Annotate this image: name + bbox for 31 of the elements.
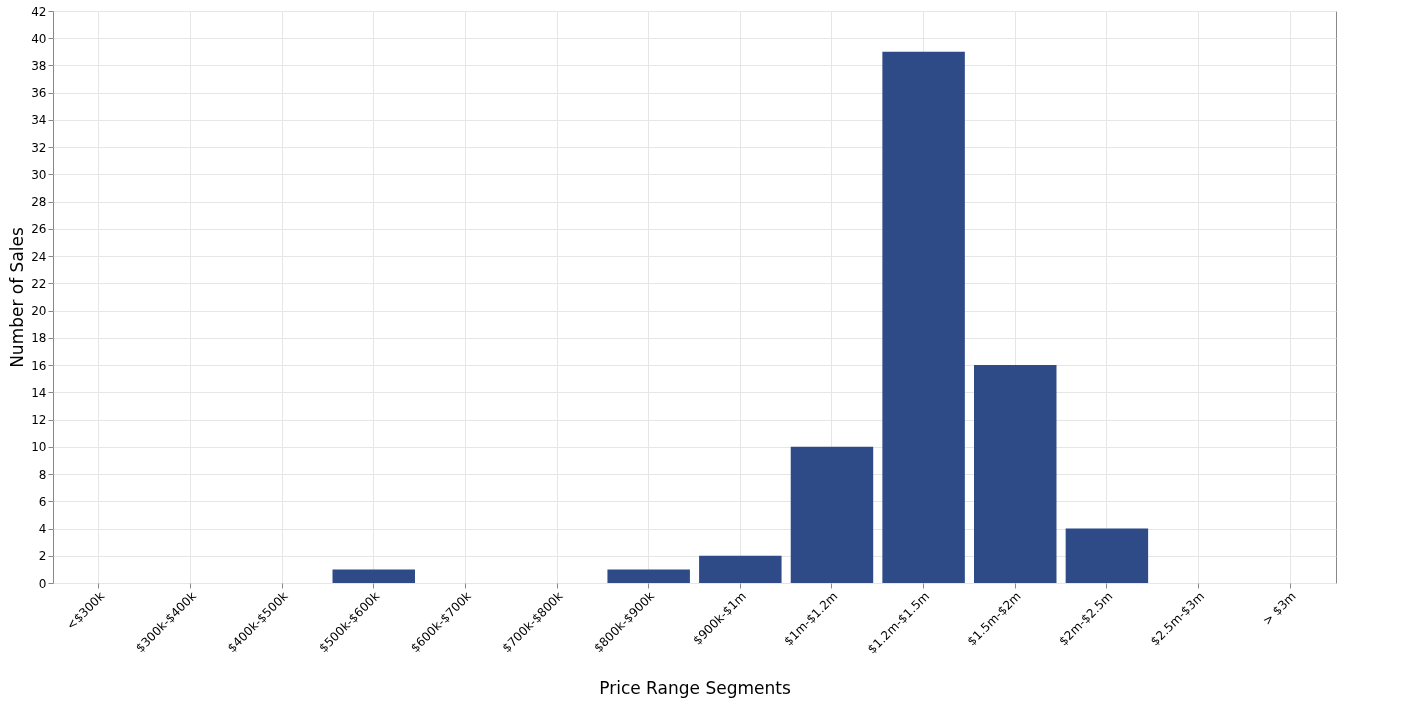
bar [1065,528,1149,583]
y-tick-label: 12 [31,413,47,428]
y-tick-label: 6 [38,494,47,509]
y-tick-label: 2 [38,549,47,564]
y-tick-label: 34 [31,113,47,128]
y-tick-label: 40 [31,31,47,46]
x-axis-title: Price Range Segments [599,677,791,698]
y-tick-label: 30 [31,167,47,182]
y-tick-label: 16 [31,358,47,373]
y-tick-label: 38 [31,58,47,73]
y-tick-label: 28 [31,195,47,210]
bar [607,569,690,583]
y-tick-label: 24 [31,249,47,264]
y-tick-label: 20 [31,304,47,319]
bar [790,446,874,583]
y-tick-label: 0 [38,576,47,591]
bar [332,569,415,583]
bar [882,51,965,583]
y-tick-label: 18 [31,331,47,346]
y-tick-label: 42 [31,4,47,19]
bar [974,365,1057,583]
y-tick-label: 32 [31,140,47,155]
y-tick-label: 22 [31,276,47,291]
y-axis-title: Number of Sales [7,226,28,368]
y-tick-label: 4 [38,522,47,537]
y-tick-label: 36 [31,86,47,101]
y-tick-label: 8 [38,467,47,482]
bar [699,555,782,583]
y-tick-label: 14 [31,385,47,400]
y-tick-label: 26 [31,222,47,237]
y-tick-label: 10 [31,440,47,455]
